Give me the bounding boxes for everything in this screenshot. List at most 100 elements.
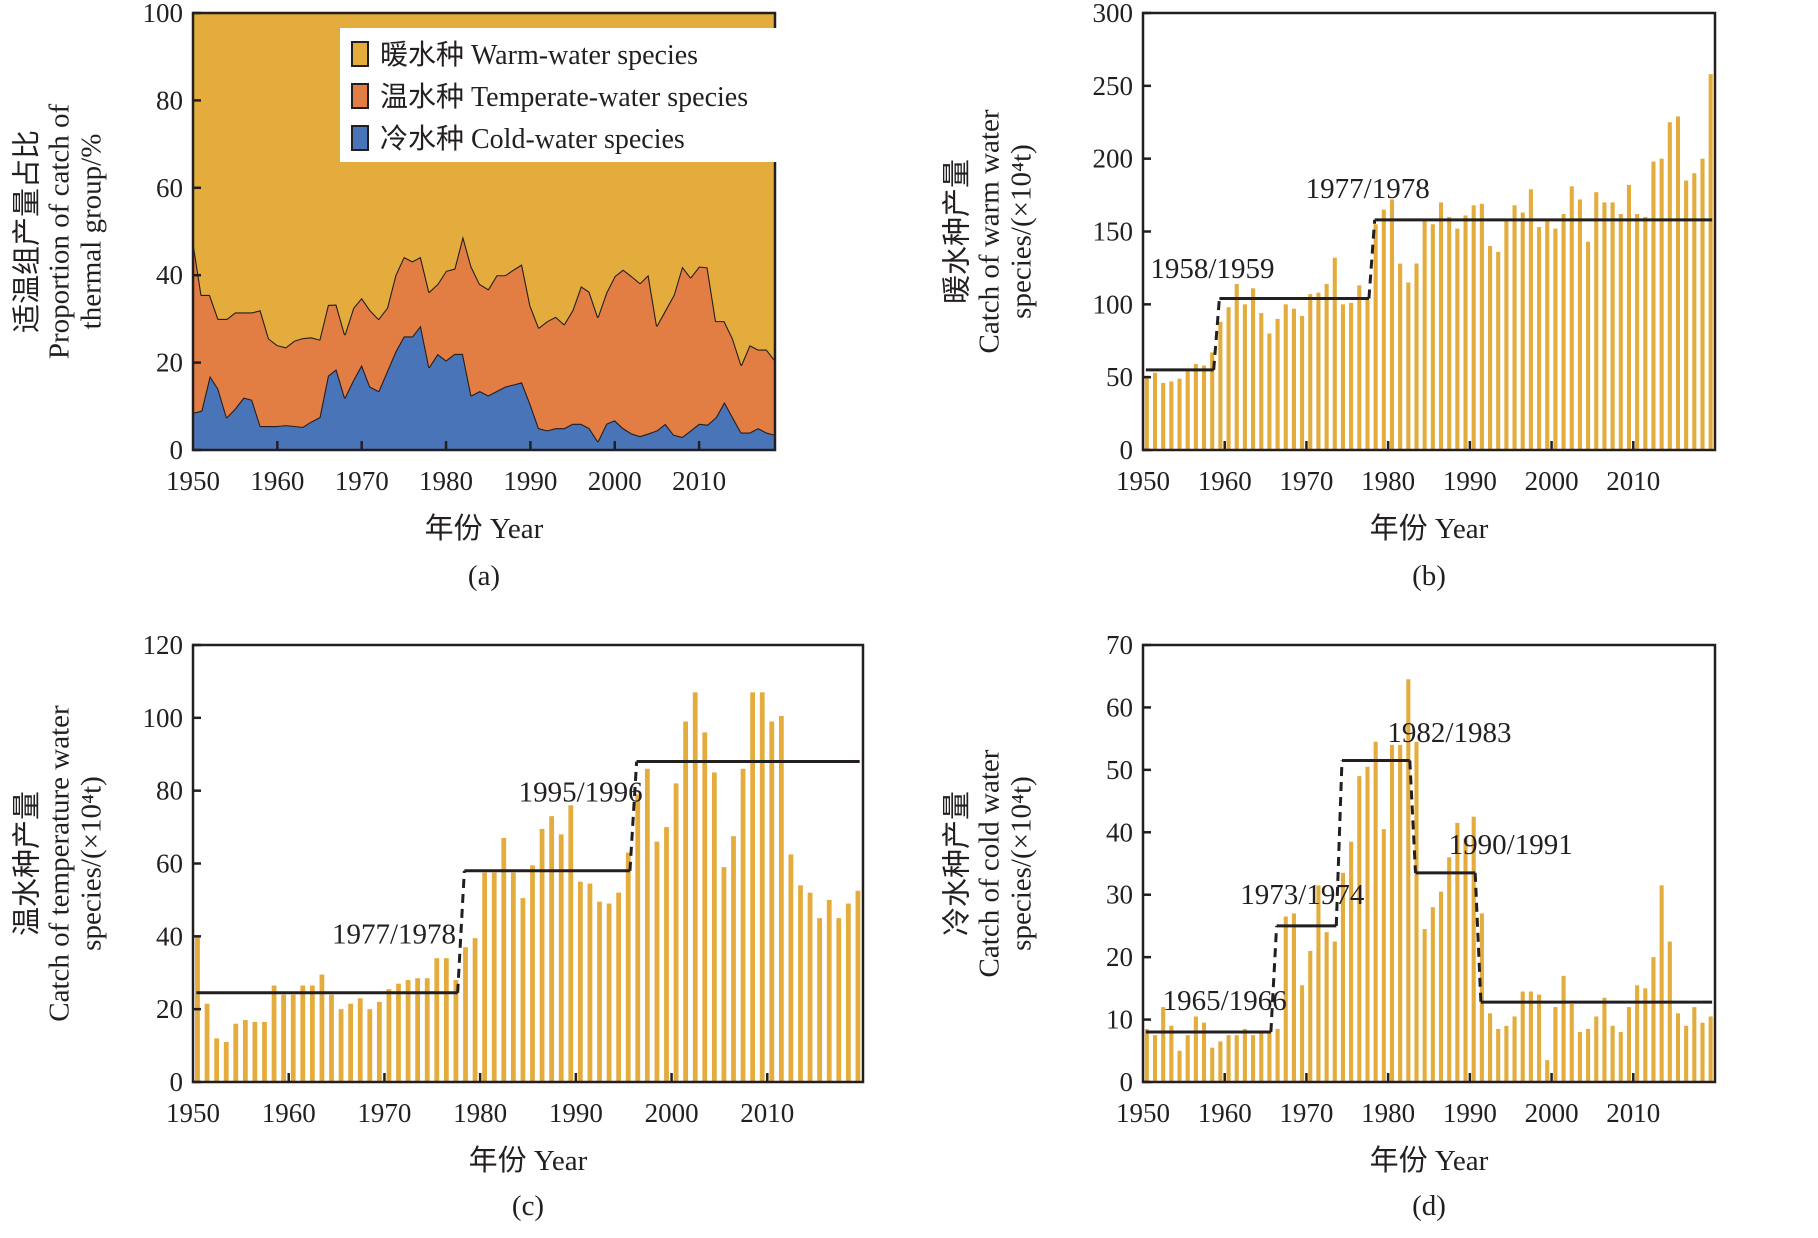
bar — [510, 872, 516, 1082]
bar — [1152, 372, 1158, 450]
bar — [1618, 1032, 1623, 1082]
bar — [1512, 205, 1517, 450]
bar — [1471, 205, 1476, 450]
x-tick-label: 2000 — [588, 466, 642, 496]
bar — [778, 716, 784, 1082]
bar — [463, 947, 468, 1082]
bar — [1324, 932, 1329, 1082]
bar — [1626, 184, 1631, 451]
bar — [654, 841, 660, 1082]
plot-frame — [191, 643, 865, 1084]
bar — [1300, 985, 1305, 1082]
bar — [491, 872, 497, 1082]
y-tick-label: 100 — [1093, 289, 1134, 319]
bar — [1708, 1016, 1713, 1082]
bar — [415, 978, 421, 1082]
y-tick-label: 0 — [170, 1067, 184, 1097]
bar — [1463, 838, 1468, 1082]
x-tick-label: 1950 — [1116, 1098, 1170, 1128]
bar — [1251, 1035, 1256, 1082]
x-tick-label: 1960 — [1198, 466, 1252, 496]
bar — [1242, 304, 1247, 450]
y-axis-title-line: 适温组产量占比 — [11, 130, 44, 333]
y-axis-title-line: 冷水种产量 — [941, 791, 974, 936]
bar — [1398, 263, 1403, 450]
bar — [396, 983, 401, 1082]
bar — [290, 994, 296, 1082]
bar — [1161, 1007, 1166, 1082]
bar — [1430, 907, 1435, 1082]
bar — [1291, 913, 1296, 1082]
bar — [1577, 1032, 1582, 1082]
y-axis-title-line: Catch of temperature water — [44, 705, 76, 1022]
bar — [1577, 199, 1582, 450]
bar — [520, 898, 526, 1082]
bar — [683, 721, 689, 1082]
bar — [673, 783, 679, 1082]
x-tick-label: 1950 — [166, 466, 220, 496]
panel-caption: (a) — [468, 560, 500, 592]
bar — [1675, 116, 1681, 450]
bar — [1316, 885, 1321, 1082]
bar — [1569, 1003, 1574, 1082]
regime-shift-label: 1982/1983 — [1387, 717, 1511, 749]
bar — [1667, 941, 1672, 1082]
y-tick-label: 50 — [1106, 755, 1133, 785]
bar — [1422, 929, 1427, 1082]
bar — [1357, 285, 1362, 450]
bar — [1259, 313, 1264, 450]
bar — [1422, 219, 1427, 450]
bar — [1406, 679, 1411, 1082]
bar — [1152, 1035, 1158, 1082]
bar — [1438, 202, 1444, 450]
bar — [223, 1041, 229, 1082]
y-axis-title-line: 暖水种产量 — [941, 159, 974, 304]
bar — [1659, 885, 1664, 1082]
bar — [1210, 1047, 1215, 1082]
bar — [817, 918, 823, 1082]
bar — [1283, 916, 1288, 1082]
plot-frame — [1141, 11, 1717, 452]
bar — [1234, 1035, 1239, 1082]
bar — [1643, 988, 1648, 1082]
bar — [1626, 1007, 1631, 1082]
y-tick-label: 120 — [143, 630, 184, 660]
bar — [1561, 975, 1566, 1082]
bar — [1520, 991, 1525, 1082]
x-axis-title: 年份 Year — [1370, 1144, 1489, 1177]
y-axis-title-line: Catch of cold water — [974, 749, 1006, 977]
bar — [759, 692, 765, 1082]
bar — [606, 903, 612, 1082]
bar — [1618, 214, 1623, 450]
bar — [281, 994, 287, 1082]
x-tick-label: 1970 — [335, 466, 389, 496]
bar — [826, 899, 832, 1082]
bar — [1569, 186, 1574, 451]
bar — [1340, 304, 1345, 450]
y-tick-label: 20 — [156, 348, 183, 378]
x-tick-label: 1960 — [1198, 1098, 1252, 1128]
y-axis-title-line: 温水种产量 — [11, 791, 44, 936]
bar — [769, 721, 775, 1082]
bar — [1455, 228, 1460, 450]
bars — [1144, 74, 1713, 451]
bar — [1496, 251, 1501, 450]
bar — [1332, 257, 1337, 450]
legend-swatch-cold — [351, 125, 369, 151]
regime-shift-dashed-line — [628, 761, 639, 871]
bar — [1283, 304, 1288, 450]
y-tick-label: 30 — [1106, 880, 1133, 910]
bar — [1398, 744, 1403, 1082]
x-tick-label: 2000 — [645, 1098, 699, 1128]
legend-swatch-warm — [351, 41, 369, 67]
x-axis-title: 年份 Year — [469, 1144, 588, 1177]
x-tick-label: 1950 — [166, 1098, 220, 1128]
bar — [1438, 891, 1444, 1082]
x-tick-label: 1970 — [1279, 466, 1333, 496]
bar — [664, 827, 669, 1082]
bar — [1218, 1041, 1223, 1082]
bar — [1504, 219, 1509, 450]
bar — [1692, 1007, 1697, 1082]
bar — [1234, 283, 1239, 450]
bar — [1659, 158, 1664, 450]
